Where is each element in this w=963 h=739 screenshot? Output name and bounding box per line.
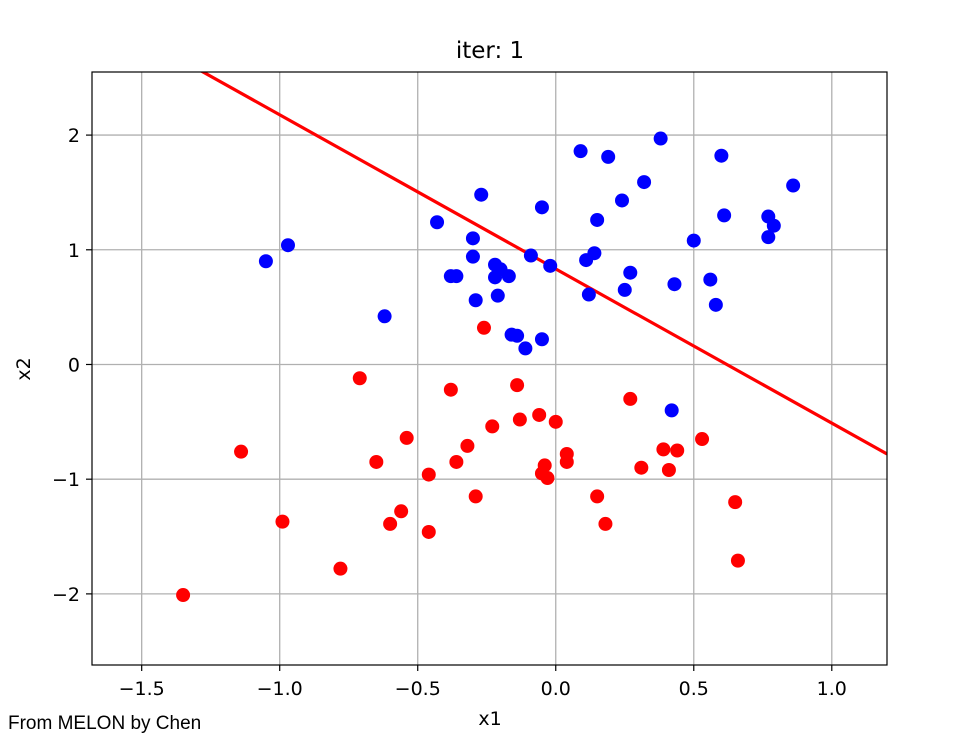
y-tick-label: −1 <box>52 469 80 491</box>
y-tick-label: −2 <box>52 584 80 606</box>
red-data-point <box>656 442 671 457</box>
blue-data-point <box>510 328 525 343</box>
data-points-layer <box>176 131 801 603</box>
x-tick-label: −1.5 <box>119 678 165 700</box>
red-data-point <box>661 463 676 478</box>
red-data-point <box>623 391 638 406</box>
red-data-point <box>352 371 367 386</box>
red-data-point <box>510 378 525 393</box>
red-data-point <box>443 382 458 397</box>
blue-data-point <box>587 246 602 261</box>
blue-data-point <box>518 341 533 356</box>
x-axis-label: x1 <box>478 708 501 730</box>
red-data-point <box>460 438 475 453</box>
x-tick-label: 0.5 <box>679 678 709 700</box>
red-data-point <box>728 495 743 510</box>
red-data-point <box>234 444 249 459</box>
red-data-point <box>532 407 547 422</box>
blue-data-point <box>523 248 538 263</box>
blue-data-point <box>786 178 801 193</box>
blue-data-point <box>717 208 732 223</box>
y-axis-label: x2 <box>13 357 35 380</box>
blue-data-point <box>714 148 729 163</box>
red-data-point <box>590 489 605 504</box>
red-data-point <box>176 588 191 603</box>
decision-boundary-layer <box>199 72 887 456</box>
red-data-point <box>512 412 527 427</box>
red-data-point <box>369 454 384 469</box>
blue-data-point <box>449 269 464 284</box>
blue-data-point <box>501 269 516 284</box>
blue-data-point <box>280 238 295 253</box>
red-data-point <box>399 430 414 445</box>
y-tick-label: 1 <box>68 240 80 262</box>
blue-data-point <box>703 272 718 287</box>
blue-data-point <box>686 233 701 248</box>
blue-data-point <box>766 218 781 233</box>
watermark-text: From MELON by Chen <box>8 713 202 734</box>
blue-data-point <box>637 175 652 190</box>
red-data-point <box>421 467 436 482</box>
blue-data-point <box>474 187 489 202</box>
blue-data-point <box>601 149 616 164</box>
plot-frame <box>91 71 888 666</box>
red-data-point <box>730 553 745 568</box>
x-tick-label: −1.0 <box>257 678 303 700</box>
blue-data-point <box>468 293 483 308</box>
x-tick-label: 1.0 <box>817 678 847 700</box>
red-data-point <box>449 454 464 469</box>
red-data-point <box>537 458 552 473</box>
red-data-point <box>559 454 574 469</box>
red-data-point <box>394 504 409 519</box>
blue-data-point <box>465 231 480 246</box>
y-tick-label: 0 <box>68 354 80 376</box>
red-data-point <box>598 516 613 531</box>
red-data-point <box>468 489 483 504</box>
y-axis-ticks: −2 −1 0 1 2 <box>52 125 92 606</box>
x-tick-label: −0.5 <box>395 678 441 700</box>
blue-data-point <box>708 297 723 312</box>
y-tick-label: 2 <box>68 125 80 147</box>
red-data-point <box>634 460 649 475</box>
red-data-point <box>476 320 491 335</box>
blue-data-point <box>761 230 776 245</box>
x-axis-ticks: −1.5 −1.0 −0.5 0.0 0.5 1.0 <box>119 665 847 700</box>
red-data-point <box>383 516 398 531</box>
red-data-point <box>670 443 685 458</box>
blue-data-point <box>258 254 273 269</box>
blue-data-point <box>590 212 605 227</box>
blue-data-point <box>573 144 588 159</box>
red-data-point <box>275 514 290 529</box>
blue-data-point <box>543 258 558 273</box>
red-data-point <box>333 561 348 576</box>
decision-boundary-line <box>199 72 887 456</box>
red-data-point <box>421 524 436 539</box>
blue-data-point <box>664 403 679 418</box>
blue-data-point <box>615 193 629 208</box>
blue-data-point <box>581 287 596 302</box>
blue-data-point <box>617 282 632 297</box>
red-data-point <box>485 419 500 434</box>
red-data-point <box>548 414 563 429</box>
blue-data-point <box>377 309 392 324</box>
x-tick-label: 0.0 <box>541 678 571 700</box>
blue-data-point <box>490 288 505 303</box>
red-data-point <box>695 432 710 447</box>
blue-data-point <box>465 249 480 264</box>
blue-data-point <box>667 277 682 292</box>
blue-data-point <box>534 332 549 347</box>
blue-data-point <box>623 265 638 280</box>
blue-data-point <box>534 200 549 215</box>
blue-data-point <box>653 131 668 146</box>
blue-data-point <box>430 215 445 230</box>
grid-lines <box>92 72 887 665</box>
red-data-point <box>540 471 555 486</box>
chart-title: iter: 1 <box>456 38 524 64</box>
